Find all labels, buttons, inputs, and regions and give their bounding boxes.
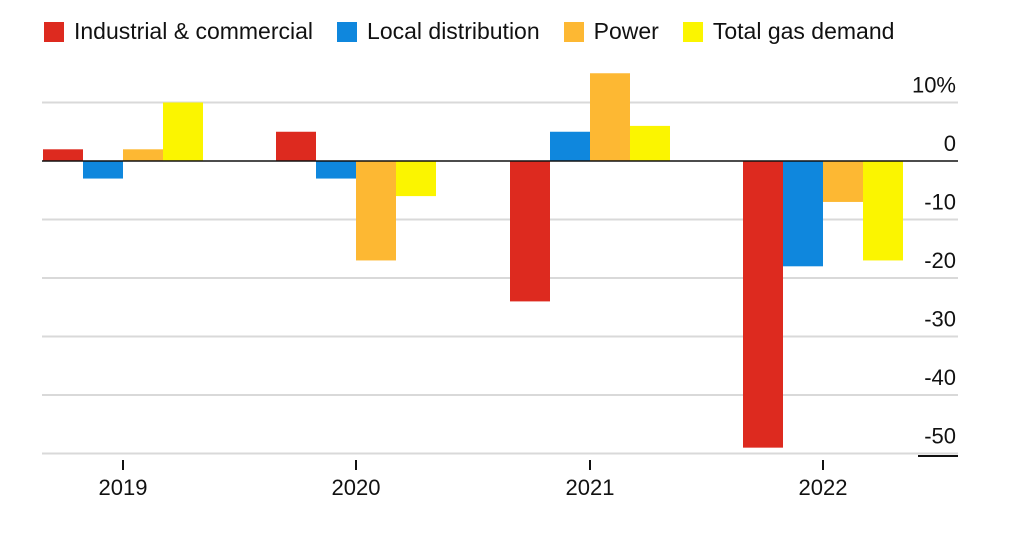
y-tick-label-neg20: -20 <box>924 248 956 273</box>
bar-2020-series-1 <box>316 161 356 179</box>
y-tick-label-neg10: -10 <box>924 190 956 215</box>
x-tick-label-2022: 2022 <box>799 475 848 500</box>
bar-2020-series-3 <box>396 161 436 197</box>
legend-label-industrial: Industrial & commercial <box>74 18 314 44</box>
legend-swatch-power <box>563 21 584 42</box>
y-tick-label-0: 0 <box>944 131 956 156</box>
y-tick-label-neg50: -50 <box>924 424 956 449</box>
y-tick-label-neg40: -40 <box>924 365 956 390</box>
bar-2019-series-2 <box>123 149 163 161</box>
bar-2022-series-3 <box>863 161 903 261</box>
y-tick-label-neg30: -30 <box>924 307 956 332</box>
legend-swatch-industrial <box>44 21 64 42</box>
bar-2019-series-1 <box>83 161 123 179</box>
bar-2022-series-0 <box>743 161 783 448</box>
bar-2021-series-2 <box>590 73 630 161</box>
legend-swatch-total-gas-demand <box>682 21 703 42</box>
legend-swatch-local-distribution <box>337 21 358 42</box>
x-tick-label-2019: 2019 <box>99 475 148 500</box>
legend-label-total-gas-demand: Total gas demand <box>712 18 895 44</box>
bar-2022-series-2 <box>823 161 863 202</box>
y-tick-label-10: 10% <box>912 73 956 98</box>
bar-2019-series-3 <box>163 102 203 161</box>
bar-2021-series-3 <box>630 125 670 161</box>
x-tick-label-2020: 2020 <box>332 475 381 500</box>
bar-2022-series-1 <box>783 161 823 267</box>
chart-legend: Industrial & commercial Local distributi… <box>44 18 918 45</box>
bar-2021-series-0 <box>510 161 550 302</box>
legend-item-local-distribution: Local distribution <box>337 18 540 45</box>
legend-label-power: Power <box>593 18 659 44</box>
legend-item-total-gas-demand: Total gas demand <box>682 18 895 45</box>
legend-item-industrial: Industrial & commercial <box>44 18 313 45</box>
bar-2020-series-0 <box>276 131 316 161</box>
bar-2020-series-2 <box>356 161 396 261</box>
legend-item-power: Power <box>563 18 659 45</box>
bar-2021-series-1 <box>550 131 590 161</box>
legend-label-local-distribution: Local distribution <box>367 18 540 44</box>
bar-2019-series-0 <box>43 149 83 161</box>
x-tick-label-2021: 2021 <box>566 475 615 500</box>
